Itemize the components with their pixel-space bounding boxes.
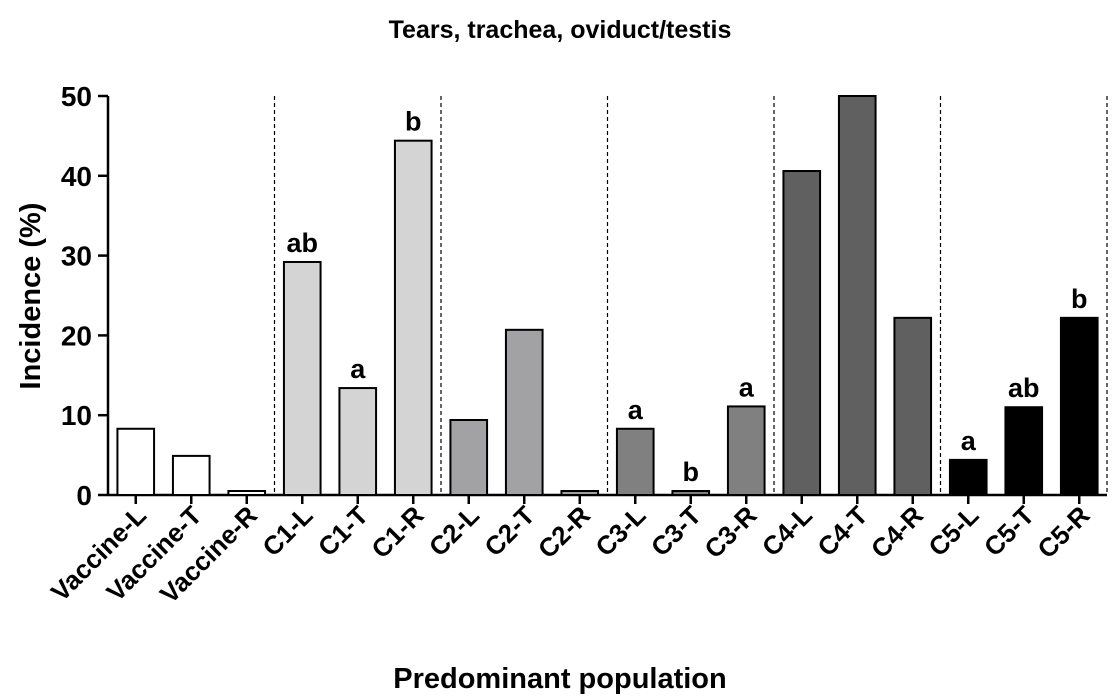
x-tick-label: C4-L <box>756 500 818 562</box>
bar <box>782 170 822 496</box>
y-tick-label: 10 <box>61 400 92 431</box>
bar <box>671 490 711 497</box>
bar-annotation: a <box>628 395 644 425</box>
bar <box>726 405 766 496</box>
x-tick-label: C4-T <box>811 500 873 562</box>
x-tick-label: C3-T <box>645 500 707 562</box>
x-tick-label: C4-R <box>865 500 929 564</box>
chart-title: Tears, trachea, oviduct/testis <box>389 16 732 44</box>
bar <box>837 95 877 496</box>
bar <box>560 490 600 497</box>
bar <box>338 387 378 496</box>
x-tick-label: C2-T <box>478 500 540 562</box>
x-tick-label: C1-L <box>256 500 318 562</box>
x-tick-label: C1-T <box>312 500 374 562</box>
bar <box>893 316 933 496</box>
x-tick-label: C2-R <box>532 500 596 564</box>
bar-annotation: b <box>1071 284 1088 314</box>
bar <box>393 139 433 497</box>
bar <box>948 458 988 496</box>
x-axis-title: Predominant population <box>393 663 727 695</box>
bar-annotation: b <box>683 457 700 487</box>
y-tick-label: 40 <box>61 161 92 192</box>
y-tick-label: 0 <box>76 480 92 511</box>
bar-annotation: a <box>961 426 977 456</box>
bar <box>116 427 156 496</box>
bar-annotation: ab <box>1008 373 1040 403</box>
y-axis-title: Incidence (%) <box>15 203 47 390</box>
bar <box>171 454 211 497</box>
x-tick-label: C3-L <box>589 500 651 562</box>
bar <box>449 418 489 497</box>
bar <box>1004 406 1044 496</box>
bar <box>504 328 544 496</box>
bar <box>1059 316 1099 496</box>
bar-annotation: b <box>405 107 422 137</box>
x-tick-label: C2-L <box>423 500 485 562</box>
bar-annotation: a <box>350 354 366 384</box>
x-tick-label: C5-R <box>1031 500 1095 564</box>
x-tick-label: C3-R <box>698 500 762 564</box>
x-tick-label: C5-T <box>978 500 1040 562</box>
bar <box>282 260 322 497</box>
y-tick-label: 30 <box>61 241 92 272</box>
bar-annotation: ab <box>286 228 318 258</box>
bar <box>615 427 655 496</box>
y-tick-label: 50 <box>61 81 92 112</box>
bar-annotation: a <box>739 372 755 402</box>
bar <box>227 490 267 497</box>
y-tick-label: 20 <box>61 320 92 351</box>
x-tick-label: C1-R <box>365 500 429 564</box>
x-tick-label: C5-L <box>922 500 984 562</box>
